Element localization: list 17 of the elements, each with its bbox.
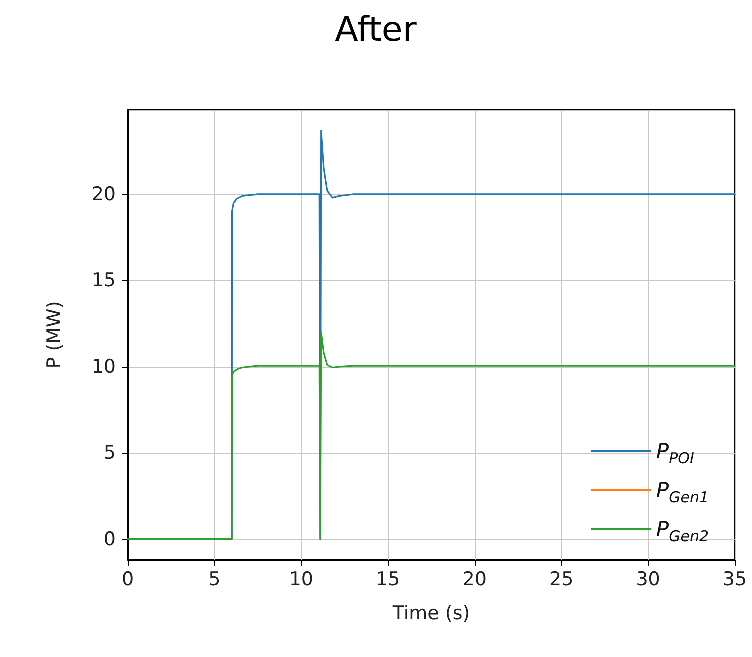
y-tick-label: 15	[92, 270, 116, 292]
x-tick-label: 10	[289, 568, 314, 590]
x-tick-label: 15	[376, 568, 400, 590]
chart-title: After	[335, 10, 417, 50]
y-tick-label: 5	[104, 442, 116, 464]
y-tick-label: 20	[92, 183, 116, 206]
y-axis-title: P (MW)	[44, 301, 66, 369]
x-tick-label: 25	[549, 568, 574, 590]
x-tick-label: 30	[636, 568, 660, 590]
y-tick-label: 10	[92, 356, 116, 378]
y-tick-label: 0	[104, 528, 116, 550]
x-tick-label: 0	[122, 568, 134, 590]
x-tick-label: 5	[208, 568, 221, 590]
x-tick-label: 35	[722, 568, 748, 590]
x-axis-title: Time (s)	[392, 602, 470, 624]
line-series	[127, 332, 736, 540]
x-tick-label: 20	[462, 568, 487, 590]
